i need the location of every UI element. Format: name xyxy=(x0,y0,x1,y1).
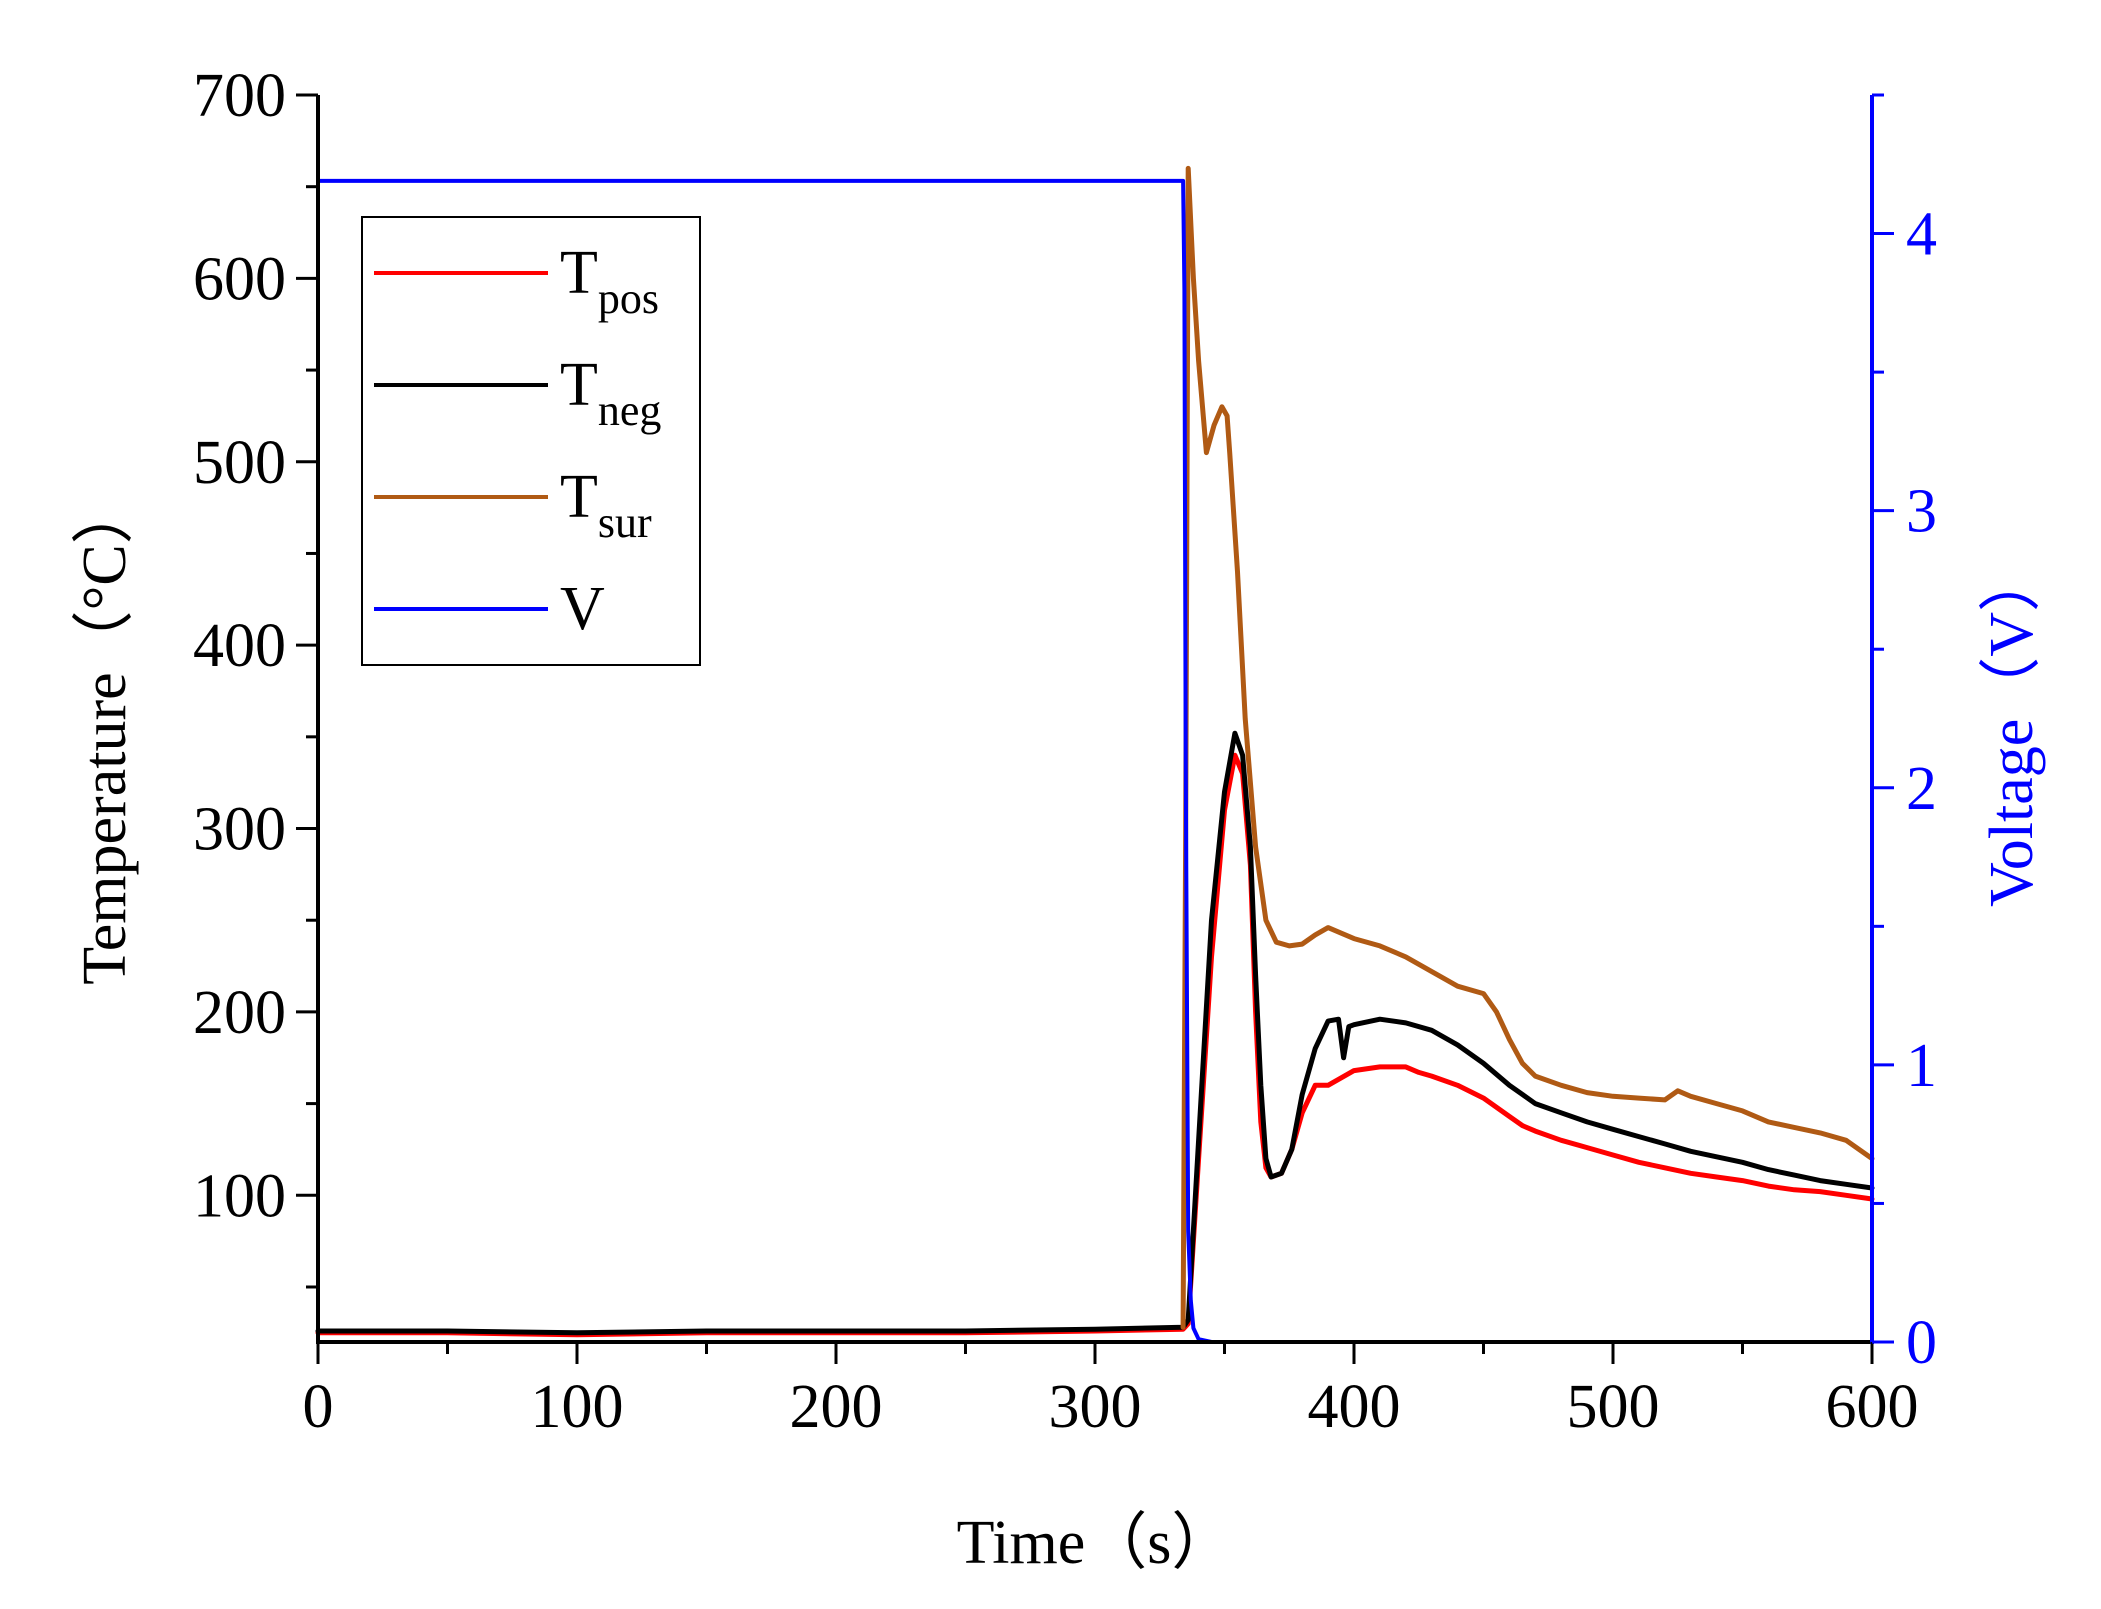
y-left-ticks: 100 200 300 400 500 600 700 xyxy=(193,62,318,1289)
y-left-axis-title: Temperature（°C） xyxy=(71,482,139,985)
series-line-t-sur xyxy=(1180,165,1875,1330)
x-tick-label: 300 xyxy=(1049,1373,1142,1441)
y-left-tick-label: 600 xyxy=(193,245,286,313)
x-tick-label: 200 xyxy=(790,1373,883,1441)
legend-label-subscript: neg xyxy=(598,386,662,435)
y-left-tick-label: 400 xyxy=(193,612,286,680)
x-tick-label: 0 xyxy=(303,1373,334,1441)
y-left-tick-label: 300 xyxy=(193,796,286,864)
legend-label-subscript: pos xyxy=(598,274,659,323)
x-ticks: 0 100 200 300 400 500 600 xyxy=(303,1342,1919,1441)
legend-item: V xyxy=(374,575,605,643)
y-right-tick-label: 2 xyxy=(1906,755,1937,823)
y-left-tick-label: 500 xyxy=(193,429,286,497)
series-line-t-neg xyxy=(315,730,1875,1336)
y-right-tick-label: 1 xyxy=(1906,1032,1937,1100)
y-right-tick-label: 0 xyxy=(1906,1309,1937,1377)
x-tick-label: 600 xyxy=(1826,1373,1919,1441)
x-tick-label: 400 xyxy=(1308,1373,1401,1441)
legend-label: V xyxy=(560,575,605,643)
y-right-tick-label: 3 xyxy=(1906,478,1937,546)
x-tick-label: 500 xyxy=(1567,1373,1660,1441)
y-left-tick-label: 200 xyxy=(193,979,286,1047)
legend-box xyxy=(361,216,701,666)
axes-layer: 0 100 200 300 400 500 600 100 200 300 400 500 600 70… xyxy=(193,62,1937,1441)
legend-label-subscript: sur xyxy=(598,498,652,547)
y-right-tick-label: 4 xyxy=(1906,201,1937,269)
x-tick-label: 100 xyxy=(531,1373,624,1441)
series-line-t-pos xyxy=(315,752,1875,1338)
y-right-axis-title: Voltage（V） xyxy=(1978,550,2046,907)
x-axis-title: Time（s） xyxy=(957,1509,1234,1577)
y-left-tick-label: 700 xyxy=(193,62,286,130)
y-right-ticks: 0 1 2 3 4 xyxy=(1872,93,1937,1377)
y-left-tick-label: 100 xyxy=(193,1162,286,1230)
